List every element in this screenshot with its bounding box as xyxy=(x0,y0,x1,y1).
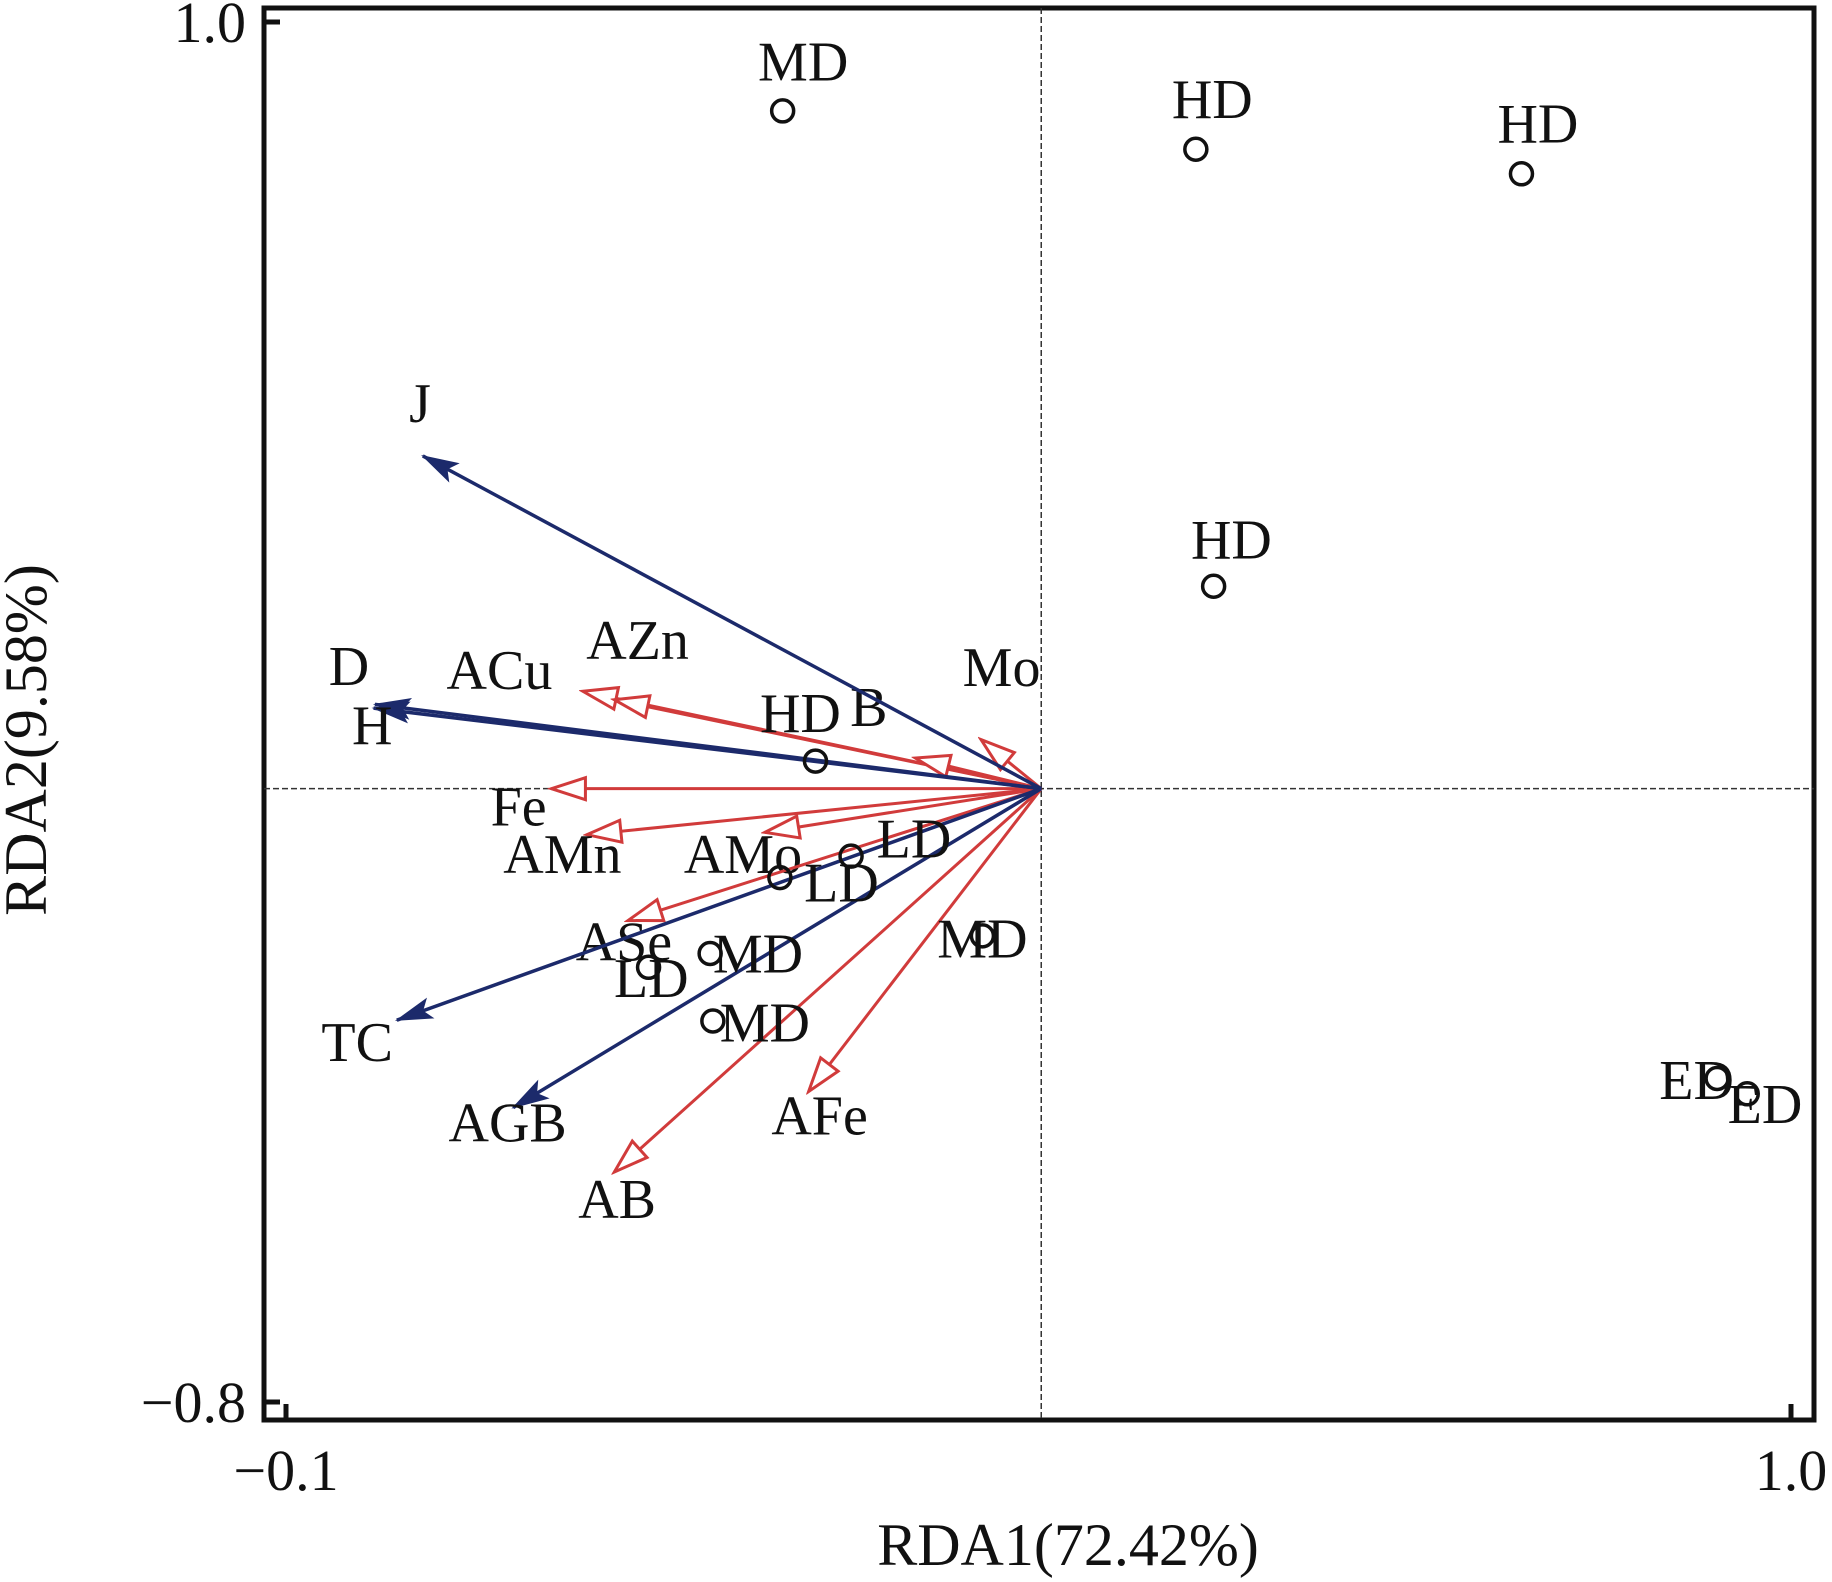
sample-point xyxy=(802,748,829,774)
sample-label: MD xyxy=(758,31,848,93)
blue-arrow-tc xyxy=(394,787,1042,1022)
red-arrow-label: AMn xyxy=(503,824,621,886)
sample-point xyxy=(1183,136,1209,163)
sample-label: ED xyxy=(1659,1050,1734,1112)
red-arrow-label: AFe xyxy=(771,1085,867,1147)
x-axis-ticks: −0.1 1.0 xyxy=(233,1404,1827,1503)
red-arrow-label: Fe xyxy=(491,776,547,838)
red-arrow-ab xyxy=(614,787,1043,1172)
sample-point xyxy=(697,940,723,967)
sample-label: HD xyxy=(760,683,841,745)
sample-point xyxy=(635,954,662,981)
sample-label: LD xyxy=(877,809,952,871)
red-arrow-label: AMo xyxy=(684,824,802,886)
red-arrow-ase xyxy=(628,787,1042,921)
red-arrow-b xyxy=(915,758,1042,791)
sample-point xyxy=(1508,161,1535,187)
red-arrow-label: Mo xyxy=(963,637,1041,699)
blue-arrow-j xyxy=(421,454,1043,791)
sample-label: MD xyxy=(937,908,1027,970)
red-arrow-amo xyxy=(765,787,1042,833)
red-arrow-afe xyxy=(809,787,1043,1092)
sample-point xyxy=(700,1008,726,1034)
blue-arrow-label: D xyxy=(329,636,369,698)
sample-label: ED xyxy=(1728,1074,1803,1136)
x-tick-label: −0.1 xyxy=(233,1438,338,1503)
blue-arrow-label: TC xyxy=(321,1012,393,1074)
sample-point xyxy=(1200,573,1227,600)
sample-point xyxy=(838,843,864,869)
sample-label: HD xyxy=(1497,93,1578,155)
red-arrow-label: ACu xyxy=(447,640,553,702)
red-arrow-label: ASe xyxy=(576,911,672,973)
blue-arrow-group: J DH TC AGB xyxy=(321,373,1043,1154)
blue-arrow-label: J xyxy=(409,373,431,435)
sample-label: LD xyxy=(804,852,879,914)
sample-label: MD xyxy=(713,924,803,986)
blue-arrow-agb xyxy=(511,787,1043,1110)
y-axis-ticks: −0.8 1.0 xyxy=(141,0,280,1435)
sample-point xyxy=(769,98,796,124)
y-tick-label: 1.0 xyxy=(174,0,247,55)
sample-point xyxy=(1734,1081,1760,1107)
plot-frame xyxy=(261,5,1817,1423)
sample-label: MD xyxy=(720,993,810,1055)
blue-arrow-label: AGB xyxy=(449,1092,567,1154)
red-arrow-label: AZn xyxy=(586,610,689,672)
sample-label: HD xyxy=(1172,69,1253,131)
blue-arrow-label: H xyxy=(352,695,392,757)
y-tick-label: −0.8 xyxy=(141,1370,246,1435)
red-arrow-label: AB xyxy=(578,1169,656,1231)
sample-point xyxy=(1704,1065,1730,1092)
red-arrow-amn xyxy=(587,787,1042,835)
sample-point xyxy=(767,864,793,891)
red-arrow-mo xyxy=(981,740,1043,790)
red-arrow-label: B xyxy=(850,677,887,739)
red-arrow-azn xyxy=(614,700,1042,791)
blue-arrow-h xyxy=(371,701,1042,791)
sample-label: LD xyxy=(614,948,689,1010)
sample-label: HD xyxy=(1191,510,1272,572)
y-axis-title: RDA2(9.58%) xyxy=(0,564,59,916)
x-tick-label: 1.0 xyxy=(1755,1438,1828,1503)
sample-point xyxy=(969,923,996,949)
x-axis-title: RDA1(72.42%) xyxy=(877,1512,1259,1578)
